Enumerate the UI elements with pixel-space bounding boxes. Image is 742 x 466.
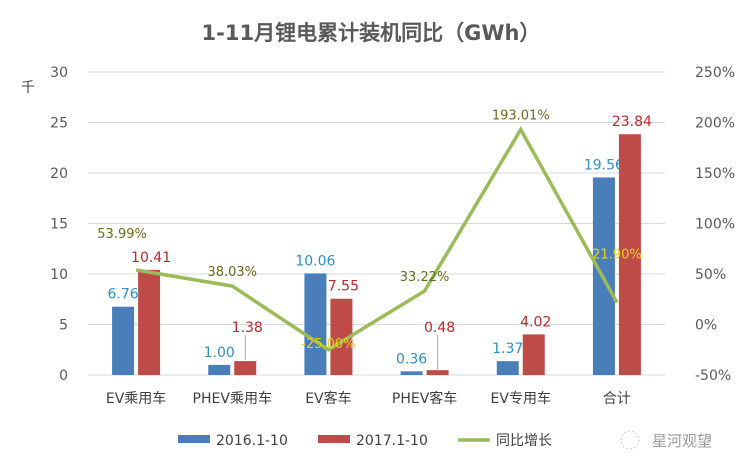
bar-data-label: 4.02 <box>520 314 551 330</box>
bar-2016 <box>304 273 327 375</box>
bar-data-label: 1.00 <box>204 345 235 361</box>
y-tick-label: 15 <box>50 217 68 233</box>
y-tick-label: 20 <box>50 166 68 182</box>
watermark-text: 星河观望 <box>652 432 712 450</box>
bar-data-label: 1.38 <box>232 320 263 336</box>
line-data-label: 193.01% <box>492 109 550 124</box>
y2-tick-label: -50% <box>695 368 731 384</box>
x-tick-label: 合计 <box>603 391 631 407</box>
x-tick-label: PHEV客车 <box>392 390 457 407</box>
legend-swatch-2017 <box>318 435 350 443</box>
bar-data-label: 10.41 <box>131 250 171 266</box>
legend-label-2016: 2016.1-10 <box>216 433 288 449</box>
x-tick-label: EV客车 <box>305 390 351 407</box>
legend-swatch-2016 <box>178 435 210 443</box>
y2-tick-label: 0% <box>695 318 717 334</box>
line-data-label: 21.90% <box>592 247 642 262</box>
y2-tick-label: 250% <box>695 65 735 81</box>
y2-tick-label: 50% <box>695 267 726 283</box>
bar-2016 <box>400 371 423 375</box>
legend-label-growth: 同比增长 <box>496 433 552 449</box>
bar-data-label: 10.06 <box>295 253 335 269</box>
legend-label-2017: 2017.1-10 <box>356 433 428 449</box>
y-tick-label: 5 <box>59 318 68 334</box>
line-data-label: 38.03% <box>207 265 257 280</box>
bar-2016 <box>208 364 231 375</box>
bar-2017 <box>618 134 641 375</box>
bar-2017 <box>330 298 353 375</box>
y2-tick-label: 150% <box>695 166 735 182</box>
bar-2017 <box>426 370 449 375</box>
bar-data-label: 23.84 <box>612 114 652 130</box>
bar-data-label: 19.56 <box>584 157 624 173</box>
x-tick-label: PHEV乘用车 <box>193 390 272 407</box>
bar-2016 <box>496 361 519 375</box>
bar-data-label: 6.76 <box>107 287 138 303</box>
chart-title: 1-11月锂电累计装机同比（GWh） <box>202 21 541 45</box>
y-tick-label: 0 <box>59 368 68 384</box>
x-tick-label: EV专用车 <box>491 390 551 407</box>
y2-tick-label: 200% <box>695 116 735 132</box>
y-axis-label: 千 <box>21 80 35 96</box>
line-data-label: 33.22% <box>400 270 450 285</box>
y-tick-label: 25 <box>50 116 68 132</box>
y-tick-label: 30 <box>50 65 68 81</box>
bar-data-label: 0.36 <box>396 351 427 367</box>
bar-data-label: 7.55 <box>328 279 359 295</box>
bar-data-label: 1.37 <box>492 341 523 357</box>
line-data-label: 53.99% <box>97 227 147 242</box>
bar-data-label: 0.48 <box>424 320 455 336</box>
bar-2017 <box>522 334 545 375</box>
growth-line <box>135 126 619 352</box>
bar-2017 <box>138 269 161 375</box>
watermark-logo-icon <box>620 430 640 450</box>
y-tick-label: 10 <box>50 267 68 283</box>
line-data-label: -25.00% <box>301 337 355 352</box>
bar-2016 <box>112 306 135 375</box>
x-tick-label: EV乘用车 <box>106 390 166 407</box>
y2-tick-label: 100% <box>695 217 735 233</box>
bar-2017 <box>234 361 257 375</box>
